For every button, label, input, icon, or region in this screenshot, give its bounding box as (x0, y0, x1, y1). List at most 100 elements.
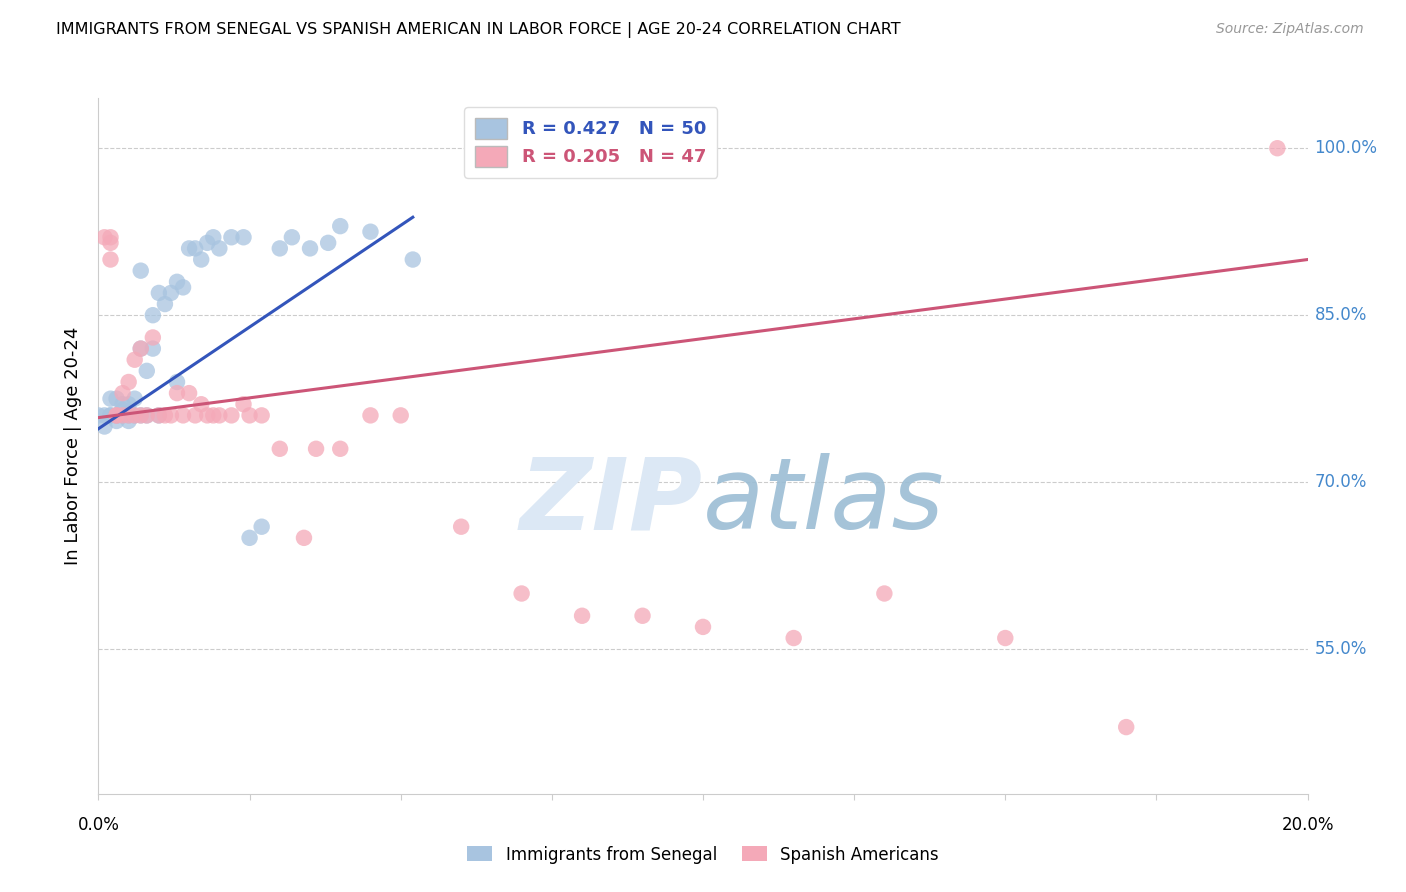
Point (994, 631, 1017, 645)
Point (100, 252, 122, 267)
Point (177, 241, 201, 255)
Y-axis label: In Labor Force | Age 20-24: In Labor Force | Age 20-24 (63, 326, 82, 566)
Point (100, 409, 122, 423)
Point (87, 409, 110, 423)
Point (172, 280, 194, 294)
Point (208, 241, 231, 255)
Point (129, 263, 152, 277)
Point (166, 386, 188, 401)
Point (160, 285, 183, 300)
Point (111, 409, 134, 423)
Point (124, 352, 146, 367)
Point (93, 230, 115, 244)
Point (190, 252, 212, 267)
Point (105, 414, 128, 428)
Point (221, 409, 243, 423)
Point (389, 409, 412, 423)
Point (100, 235, 122, 250)
Point (299, 241, 322, 255)
Point (142, 308, 165, 322)
Point (450, 519, 472, 533)
Point (631, 608, 654, 623)
Point (195, 409, 218, 423)
Point (124, 409, 146, 423)
Text: 55.0%: 55.0% (1315, 640, 1367, 658)
Point (1265, 141, 1288, 155)
Point (329, 442, 352, 456)
Point (305, 442, 328, 456)
Point (118, 409, 141, 423)
Point (184, 409, 207, 423)
Point (129, 409, 152, 423)
Point (105, 409, 128, 423)
Legend: R = 0.427   N = 50, R = 0.205   N = 47: R = 0.427 N = 50, R = 0.205 N = 47 (464, 107, 717, 178)
Point (202, 409, 225, 423)
Point (281, 230, 304, 244)
Text: Source: ZipAtlas.com: Source: ZipAtlas.com (1216, 22, 1364, 37)
Point (142, 330, 165, 344)
Point (239, 409, 262, 423)
Point (135, 409, 157, 423)
Point (184, 241, 207, 255)
Point (360, 409, 382, 423)
Point (105, 409, 128, 423)
Text: ZIP: ZIP (520, 453, 703, 550)
Point (510, 586, 533, 600)
Point (129, 342, 152, 356)
Point (208, 409, 231, 423)
Point (142, 342, 165, 356)
Point (153, 297, 176, 311)
Point (316, 235, 339, 250)
Point (118, 414, 141, 428)
Point (100, 392, 122, 406)
Point (202, 230, 225, 244)
Point (111, 409, 134, 423)
Point (221, 230, 243, 244)
Point (118, 409, 141, 423)
Point (111, 397, 134, 411)
Point (129, 342, 152, 356)
Point (93, 419, 115, 434)
Point (166, 375, 188, 389)
Text: IMMIGRANTS FROM SENEGAL VS SPANISH AMERICAN IN LABOR FORCE | AGE 20-24 CORRELATI: IMMIGRANTS FROM SENEGAL VS SPANISH AMERI… (56, 22, 901, 38)
Point (692, 620, 714, 634)
Point (105, 409, 128, 423)
Point (118, 397, 141, 411)
Point (232, 230, 254, 244)
Point (250, 519, 273, 533)
Point (100, 409, 122, 423)
Point (329, 219, 352, 234)
Point (124, 392, 146, 406)
Text: 100.0%: 100.0% (1315, 139, 1378, 157)
Point (177, 386, 201, 401)
Text: 20.0%: 20.0% (1281, 816, 1334, 834)
Point (782, 631, 804, 645)
Point (166, 275, 188, 289)
Point (873, 586, 896, 600)
Point (190, 397, 212, 411)
Point (571, 608, 593, 623)
Point (100, 230, 122, 244)
Point (402, 252, 425, 267)
Text: atlas: atlas (703, 453, 945, 550)
Point (135, 364, 157, 378)
Point (153, 409, 176, 423)
Text: 0.0%: 0.0% (77, 816, 120, 834)
Point (118, 375, 141, 389)
Point (148, 285, 170, 300)
Point (269, 442, 291, 456)
Point (148, 409, 170, 423)
Point (239, 531, 262, 545)
Point (93, 409, 115, 423)
Point (232, 397, 254, 411)
Point (111, 386, 134, 401)
Point (148, 409, 170, 423)
Point (111, 402, 134, 417)
Point (172, 409, 194, 423)
Point (118, 406, 141, 420)
Point (105, 392, 128, 406)
Point (135, 409, 157, 423)
Text: 70.0%: 70.0% (1315, 473, 1367, 491)
Point (105, 409, 128, 423)
Point (124, 409, 146, 423)
